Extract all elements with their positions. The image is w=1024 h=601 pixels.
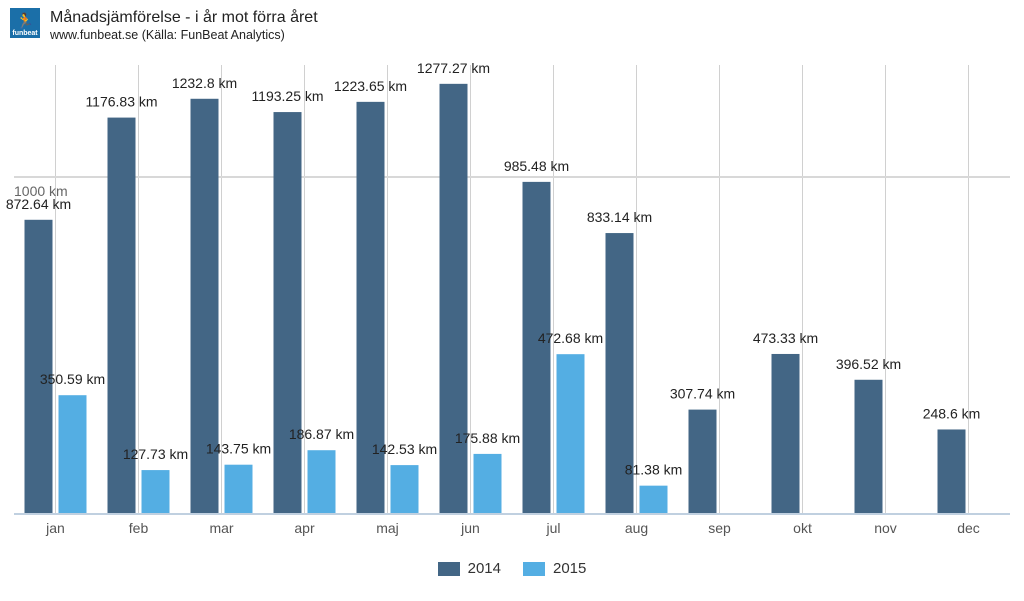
x-tick-label: jul [545,520,560,536]
data-label: 186.87 km [289,426,354,442]
data-label: 472.68 km [538,330,603,346]
bar-2014-jun [439,83,468,513]
data-label: 81.38 km [625,462,683,478]
data-label: 143.75 km [206,441,271,457]
data-label: 872.64 km [6,196,71,212]
data-label: 127.73 km [123,446,188,462]
bar-2014-mar [190,98,219,513]
data-label: 1232.8 km [172,75,237,91]
bar-2015-aug [639,485,668,513]
legend-item-2015[interactable]: 2015 [523,560,586,577]
data-label: 142.53 km [372,441,437,457]
data-label: 1277.27 km [417,60,490,76]
x-tick-label: okt [793,520,812,536]
data-label: 307.74 km [670,386,735,402]
bar-2014-okt [771,353,800,513]
x-tick-label: apr [294,520,315,536]
bar-2015-maj [390,465,419,513]
data-label: 350.59 km [40,371,105,387]
legend-label: 2015 [553,560,587,577]
bar-2014-feb [107,117,136,514]
data-label: 473.33 km [753,330,818,346]
legend: 2014 2015 [0,560,1024,577]
chart-header: 🏃 funbeat Månadsjämförelse - i år mot för… [10,8,318,43]
x-tick-label: mar [209,520,233,536]
x-tick-label: jun [460,520,480,536]
legend-swatch [523,561,545,576]
funbeat-logo: 🏃 funbeat [10,8,40,38]
data-label: 1193.25 km [251,88,323,104]
x-tick-label: aug [625,520,648,536]
x-tick-label: nov [874,520,897,536]
x-tick-label: sep [708,520,731,536]
x-tick-label: jan [45,520,65,536]
legend-label: 2014 [467,560,501,577]
data-label: 985.48 km [504,158,569,174]
chart-title: Månadsjämförelse - i år mot förra året [50,9,318,26]
bar-2014-jan [24,219,53,513]
bar-2014-dec [937,429,966,513]
data-label: 1223.65 km [334,78,407,94]
bar-2015-feb [141,470,170,513]
x-tick-label: dec [957,520,980,536]
x-tick-label: feb [129,520,149,536]
bar-2014-apr [273,112,302,514]
data-label: 833.14 km [587,209,652,225]
bar-2014-maj [356,101,385,513]
bar-2015-jun [473,453,502,513]
data-label: 175.88 km [455,430,520,446]
x-tick-label: maj [376,520,399,536]
legend-item-2014[interactable]: 2014 [437,560,501,577]
bar-2015-jul [556,354,585,513]
chart-subtitle: www.funbeat.se (Källa: FunBeat Analytics… [50,28,285,42]
bar-2015-apr [307,450,336,513]
data-label: 1176.83 km [85,94,157,110]
data-label: 248.6 km [923,405,981,421]
bar-2014-nov [854,379,883,513]
bar-2014-aug [605,233,634,514]
bar-2015-mar [224,464,253,513]
data-label: 396.52 km [836,356,901,372]
bar-2014-jul [522,181,551,513]
bar-2015-jan [58,395,87,513]
bar-2014-sep [688,409,717,513]
legend-swatch [437,561,460,576]
y-tick-label: 1000 km [14,183,68,199]
